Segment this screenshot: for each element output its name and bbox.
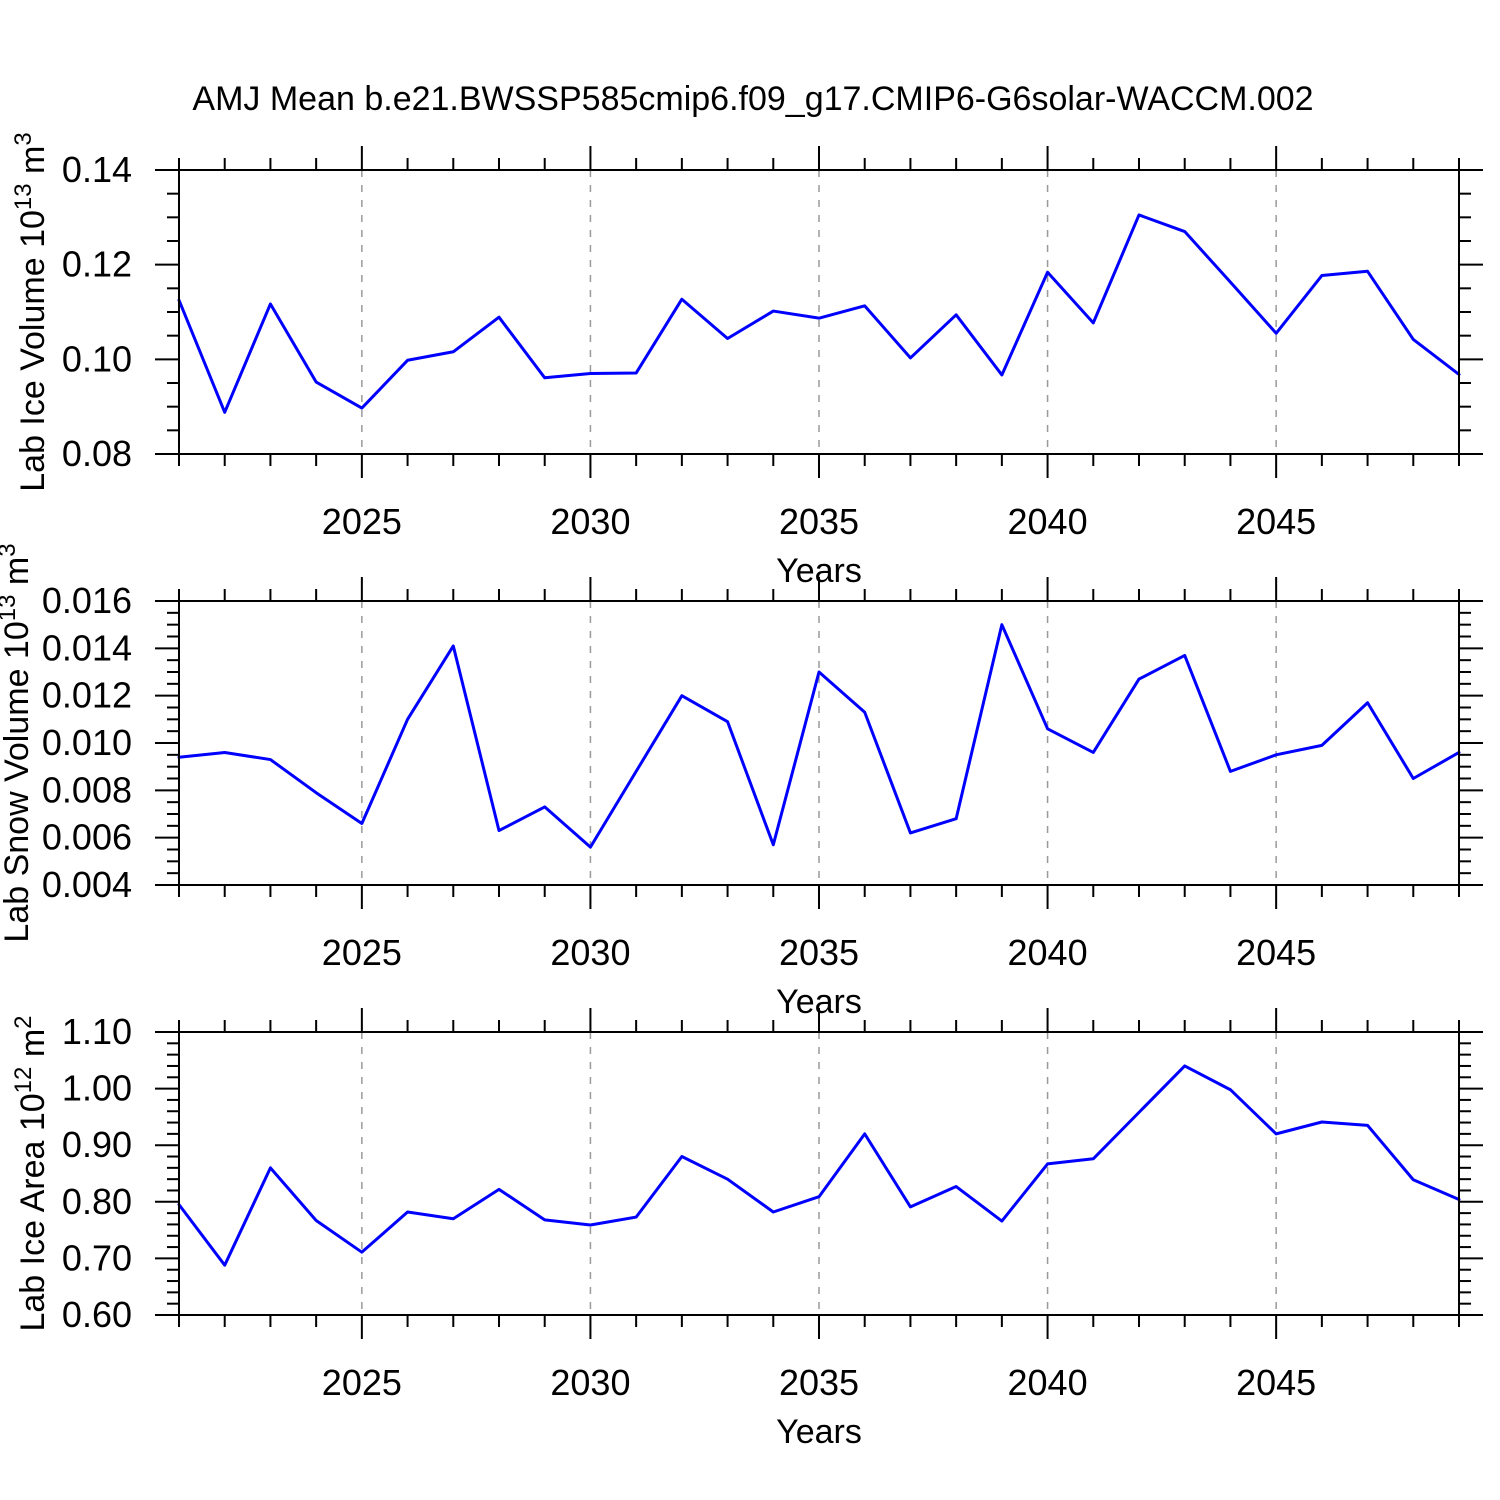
y-tick-label: 0.10 <box>62 338 132 379</box>
y-axis-title: Lab Ice Area 1012 m2 <box>10 1015 52 1331</box>
gridlines <box>361 170 1277 454</box>
lab-ice-volume-line <box>177 213 1461 414</box>
y-ticks: 0.08 0.10 0.12 0.14 <box>62 149 1483 474</box>
y-tick-label: 0.08 <box>62 433 132 474</box>
y-tick-label: 0.016 <box>42 580 132 621</box>
y-tick-label: 0.004 <box>42 864 132 905</box>
x-tick-label: 2040 <box>1008 932 1088 973</box>
y-tick-label: 0.006 <box>42 817 132 858</box>
y-tick-label: 1.00 <box>62 1068 132 1109</box>
y-tick-label: 1.10 <box>62 1011 132 1052</box>
y-tick-label: 0.90 <box>62 1124 132 1165</box>
x-tick-label: 2025 <box>322 932 402 973</box>
gridlines <box>361 601 1277 885</box>
y-tick-label: 0.70 <box>62 1237 132 1278</box>
lab-snow-volume-line <box>177 623 1461 849</box>
panel-lab-ice-area: 0.60 0.70 0.80 0.90 1.00 1.10 2025 2030 2035 2040… <box>10 1008 1483 1451</box>
panel-lab-snow-volume: 0.004 0.006 0.008 0.010 0.012 0.014 0.016 2025 2… <box>0 543 1483 1021</box>
x-tick-label: 2040 <box>1008 501 1088 542</box>
lab-ice-area-line <box>177 1064 1461 1267</box>
x-tick-label: 2030 <box>550 501 630 542</box>
x-tick-label: 2030 <box>550 932 630 973</box>
y-tick-label: 0.014 <box>42 627 132 668</box>
x-tick-label: 2045 <box>1236 501 1316 542</box>
y-tick-label: 0.60 <box>62 1294 132 1335</box>
y-tick-label: 0.12 <box>62 244 132 285</box>
y-axis-title: Lab Snow Volume 1013 m3 <box>0 543 36 942</box>
x-tick-label: 2030 <box>550 1362 630 1403</box>
x-tick-label: 2035 <box>779 1362 859 1403</box>
y-tick-label: 0.010 <box>42 722 132 763</box>
y-tick-label: 0.012 <box>42 675 132 716</box>
x-tick-label: 2045 <box>1236 1362 1316 1403</box>
x-tick-label: 2025 <box>322 501 402 542</box>
y-ticks: 0.60 0.70 0.80 0.90 1.00 1.10 <box>62 1011 1483 1335</box>
x-axis-title: Years <box>776 1413 862 1451</box>
x-ticks <box>178 146 1460 478</box>
x-tick-label: 2035 <box>779 501 859 542</box>
chart-title: AMJ Mean b.e21.BWSSP585cmip6.f09_g17.CMI… <box>192 80 1314 118</box>
y-axis-title: Lab Ice Volume 1013 m3 <box>10 132 52 492</box>
y-tick-label: 0.80 <box>62 1181 132 1222</box>
x-ticks <box>178 1008 1460 1339</box>
x-ticks <box>178 577 1460 909</box>
y-tick-label: 0.14 <box>62 149 132 190</box>
y-tick-label: 0.008 <box>42 769 132 810</box>
x-tick-label: 2045 <box>1236 932 1316 973</box>
gridlines <box>361 1032 1277 1315</box>
x-tick-label: 2040 <box>1008 1362 1088 1403</box>
x-tick-label: 2035 <box>779 932 859 973</box>
y-ticks: 0.004 0.006 0.008 0.010 0.012 0.014 0.016 <box>42 580 1483 905</box>
x-tick-label: 2025 <box>322 1362 402 1403</box>
